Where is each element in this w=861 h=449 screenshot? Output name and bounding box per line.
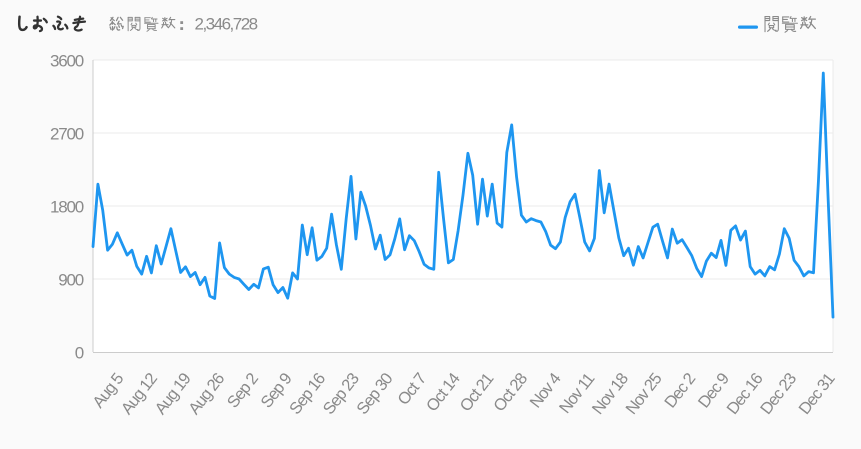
svg-text:900: 900 — [58, 270, 84, 289]
svg-text:3600: 3600 — [50, 51, 84, 70]
svg-text:1800: 1800 — [50, 197, 84, 216]
svg-text:0: 0 — [75, 343, 84, 362]
svg-text:2700: 2700 — [50, 124, 84, 143]
svg-text:2,346,728: 2,346,728 — [195, 15, 258, 34]
